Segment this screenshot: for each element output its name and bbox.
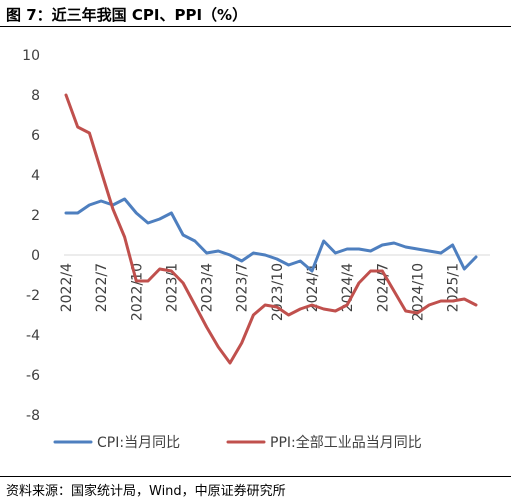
x-tick-label: 2024/4 bbox=[340, 263, 356, 312]
x-tick-label: 2022/10 bbox=[129, 263, 145, 321]
x-tick-label: 2022/7 bbox=[94, 263, 110, 312]
source-note: 资料来源：国家统计局，Wind，中原证券研究所 bbox=[6, 484, 286, 499]
y-tick-label: 2 bbox=[31, 208, 40, 224]
y-tick-label: 10 bbox=[22, 48, 40, 64]
series-line-ppi bbox=[64, 93, 478, 365]
y-tick-label: -4 bbox=[26, 328, 40, 344]
source-rule bbox=[0, 476, 511, 477]
x-tick-label: 2024/7 bbox=[375, 263, 391, 312]
x-tick-label: 2023/4 bbox=[200, 263, 216, 312]
title-rule bbox=[0, 26, 511, 27]
x-tick-label: 2025/1 bbox=[446, 263, 462, 312]
y-tick-label: -2 bbox=[26, 288, 40, 304]
x-tick-label: 2022/4 bbox=[59, 263, 75, 312]
x-tick-label: 2024/1 bbox=[305, 263, 321, 312]
series-line-cpi bbox=[64, 197, 478, 273]
y-tick-label: -8 bbox=[26, 408, 40, 424]
chart-title: 图 7：近三年我国 CPI、PPI（%） bbox=[6, 6, 248, 24]
x-tick-label: 2023/7 bbox=[235, 263, 251, 312]
y-tick-label: 0 bbox=[31, 248, 40, 264]
y-tick-label: 4 bbox=[31, 168, 40, 184]
legend-label-ppi: PPI:全部工业品当月同比 bbox=[270, 434, 422, 451]
y-tick-label: -6 bbox=[26, 368, 40, 384]
legend-label-cpi: CPI:当月同比 bbox=[97, 435, 180, 451]
y-tick-label: 8 bbox=[31, 88, 40, 104]
y-tick-label: 6 bbox=[31, 128, 40, 144]
x-tick-label: 2024/10 bbox=[410, 263, 426, 321]
